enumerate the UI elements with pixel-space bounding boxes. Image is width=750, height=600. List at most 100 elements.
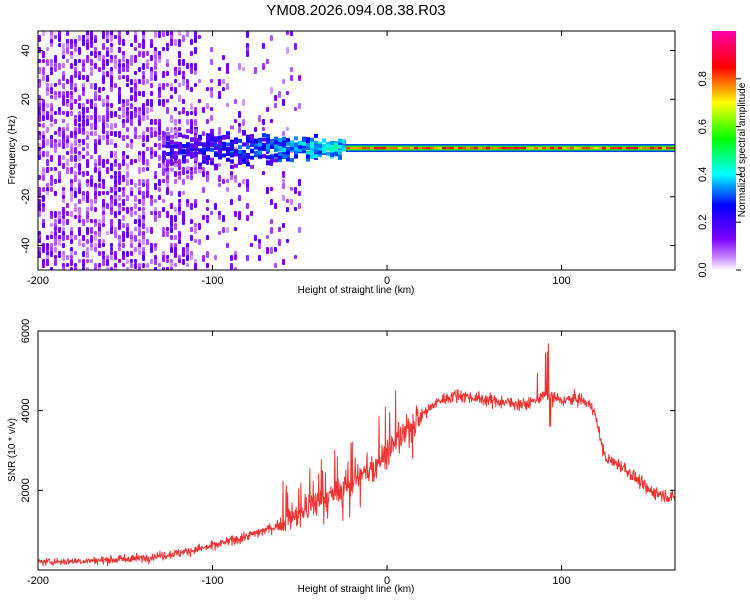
colorbar-tick-label: 0.8 [697,71,709,86]
spectrogram-cell [98,87,101,93]
spectrogram-cell [46,87,49,92]
spectrogram-cell [110,207,113,212]
spectrogram-cell [118,235,121,240]
spectrogram-cell [194,263,197,270]
spectrogram-cell [162,159,165,163]
spectrogram-cell [126,179,129,186]
spectrogram-cell [198,162,202,167]
spectrogram-cell [130,95,133,101]
spectrogram-cell [130,251,133,256]
spectrogram-cell [174,39,177,46]
spectrogram-cell [122,155,125,159]
spectrogram-cell [274,247,277,252]
spectrogram-cell [186,143,190,148]
spectrogram-cell [178,259,181,263]
spectrogram-cell [210,91,213,98]
spectrogram-cell [398,146,402,150]
spectrogram-cell [202,131,205,136]
spectrogram-cell [266,107,269,112]
spectrogram-cell [82,219,85,226]
spectrogram-cell [50,223,53,227]
spectrogram-cell [150,131,153,138]
spectrogram-cell [202,171,205,177]
spectrogram-cell [106,159,109,164]
spectrogram-cell [150,107,153,112]
spectrogram-cell [130,79,133,85]
spectrogram-cell [206,171,209,176]
spectrogram-cell [182,259,185,265]
spectrogram-cell [38,135,41,140]
spectrogram-cell [118,31,121,35]
spectrogram-cell [190,119,193,124]
spectrogram-cell [310,141,314,146]
spectrogram-cell [246,139,250,144]
spectrogram-cell [606,146,610,150]
spectrogram-cell [78,219,81,223]
spectrogram-cell [118,211,121,215]
spectrogram-cell [286,154,290,159]
spectrogram-cell [174,71,177,76]
spectrogram-cell [70,55,73,59]
spectrogram-cell [234,139,238,144]
spectrogram-cell [94,207,97,212]
spectrogram-cell [562,146,566,150]
spectrogram-cell [458,146,462,150]
spectrogram-cell [170,243,173,248]
spectrogram-cell [122,55,125,62]
spectrogram-cell [282,171,285,178]
spectrogram-cell [218,231,221,235]
spectrogram-cell [278,155,282,160]
spectrogram-cell [150,227,153,234]
spectrogram-cell [290,75,293,81]
spectrogram-cell [110,59,113,63]
spectrogram-cell [614,146,618,150]
spectrogram-cell [82,35,85,40]
spectrogram-cell [158,31,161,38]
spectrogram-cell [142,79,145,85]
spectrogram-cell [262,137,266,142]
spectrogram-cell [134,183,137,188]
spectrogram-cell [242,152,246,157]
spectrogram-cell [74,139,77,146]
snr-x-axis-label: Height of straight line (km) [298,584,415,595]
spectrogram-cell [190,203,193,210]
spectrogram-cell [622,146,626,150]
spectrogram-cell [150,147,153,152]
spectrogram-cell [102,251,105,255]
spectrogram-cell [66,143,69,148]
spectrogram-cell [322,143,326,148]
spectrogram-cell [66,255,69,260]
spectrogram-cell [118,39,121,45]
spectrogram-cell [38,247,41,251]
spectrogram-cell [174,151,178,156]
spectrogram-cell [286,207,289,212]
spectrogram-cell [178,239,181,244]
spectrogram-cell [126,119,129,123]
spectrogram-cell [178,31,181,36]
spectrogram-cell [70,195,73,202]
spectrogram-cell [94,47,97,51]
spectrogram-cell [402,146,406,150]
spectrogram-cell [170,127,173,133]
spectrogram-cell [94,167,97,173]
spectrogram-cell [150,195,153,199]
spectrogram-cell [50,215,53,219]
spectrogram-cell [38,115,41,122]
spectrogram-cell [234,211,237,217]
spectrogram-cell [326,151,330,156]
spectrogram-cell [162,255,165,262]
spectrogram-cell [210,87,213,92]
spectrogram-cell [262,145,266,150]
spectrogram-cell [298,103,301,109]
spectrogram-cell [118,163,121,170]
spectrogram-cell [90,183,93,187]
spectrogram-cell [114,143,117,148]
spectrogram-cell [174,129,178,134]
spectrogram-cell [102,43,105,50]
spectrogram-cell [130,87,133,93]
spectrogram-cell [134,259,137,263]
spectrogram-cell [190,67,193,74]
spectrogram-cell [58,227,61,233]
spectrogram-cell [110,103,113,108]
spectrogram-cell [86,231,89,235]
